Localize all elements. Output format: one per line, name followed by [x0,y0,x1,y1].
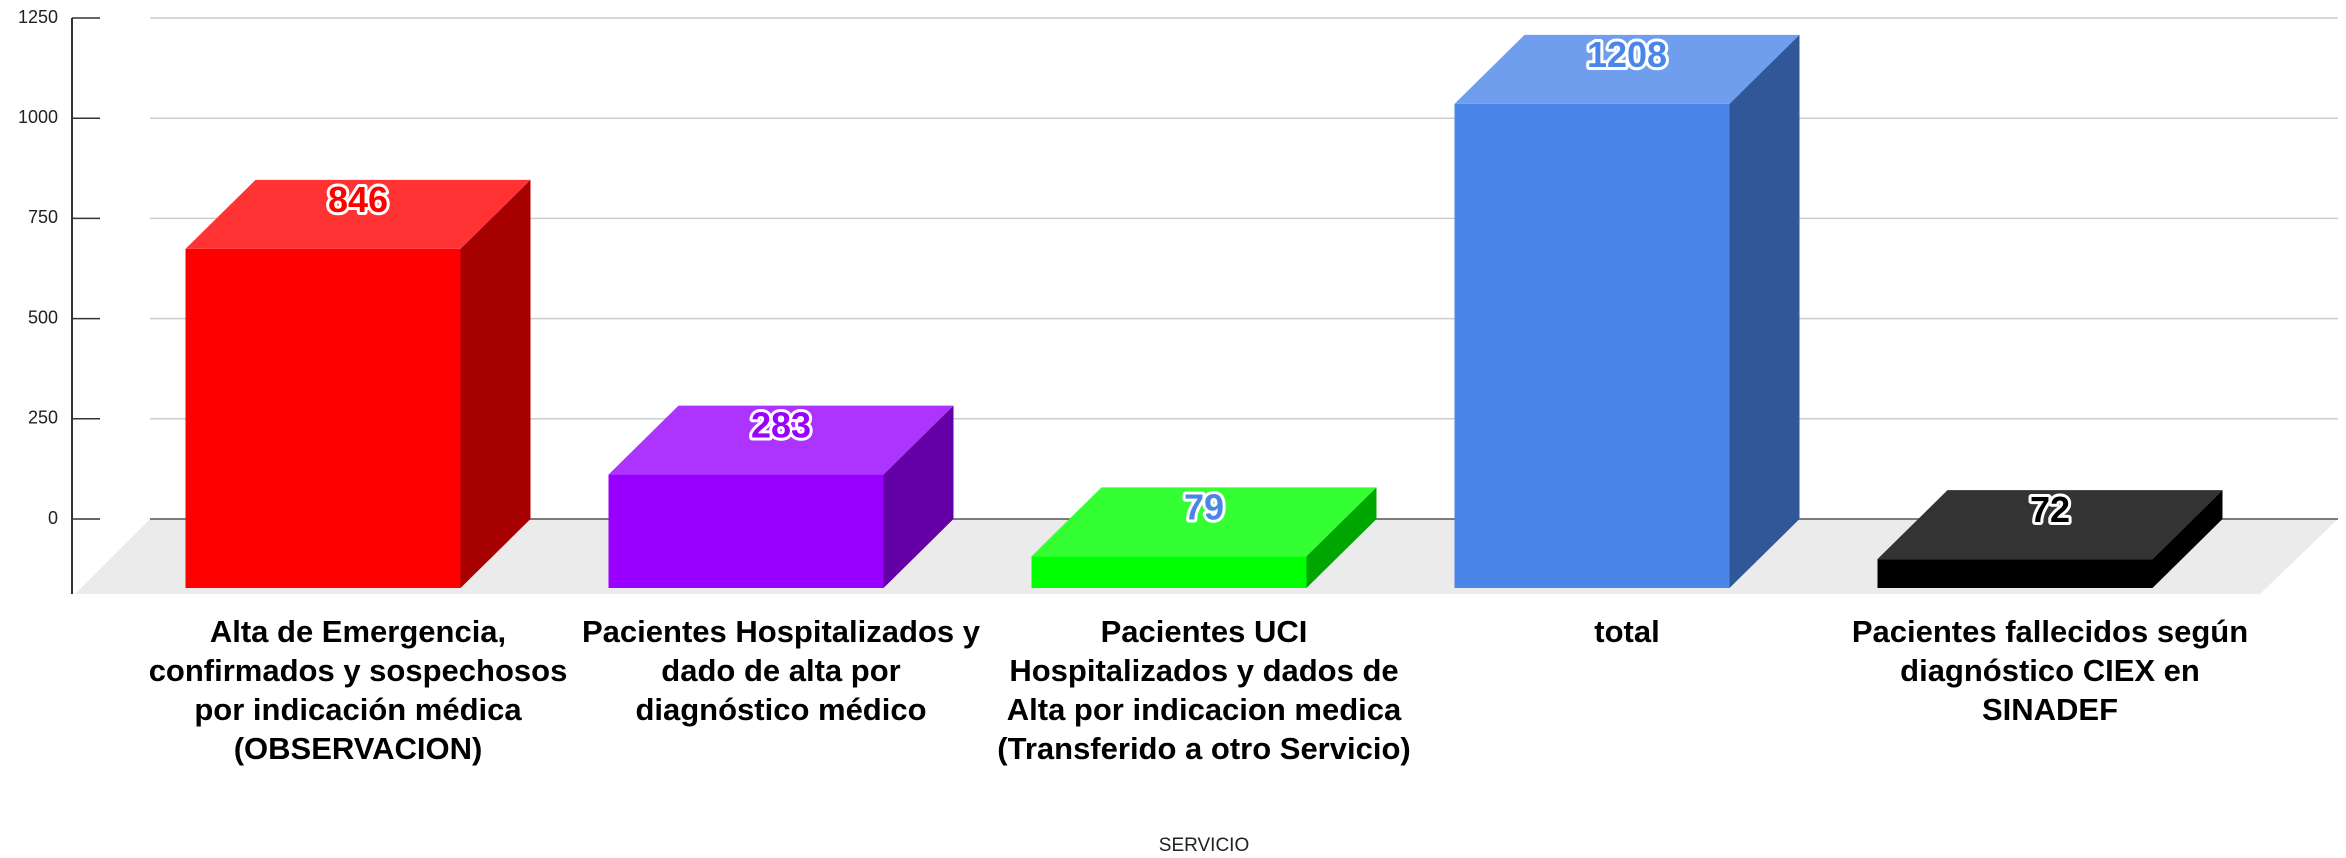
y-tick-label: 250 [28,408,58,428]
bar-front [608,474,884,588]
bar-top [1031,487,1377,557]
bar [1877,490,2223,588]
bar-front [1031,556,1307,588]
bar [185,179,531,588]
bar [1454,34,1800,588]
bar-top [1877,490,2223,560]
bar-front [1877,559,2153,588]
y-tick-label: 500 [28,307,58,327]
bar-front [1454,103,1730,588]
value-label: 72 [2030,489,2070,530]
value-label: 1208 [1587,34,1667,75]
x-tick-label: Pacientes fallecidos según diagnóstico C… [1851,614,2249,727]
bar-side [1729,34,1800,588]
y-tick-label: 1000 [18,107,58,127]
x-tick-label: Pacientes Hospitalizados y dado de alta … [582,614,980,727]
x-tick-label: Pacientes UCI Hospitalizados y dados de … [997,614,1411,766]
y-tick-label: 0 [48,508,58,528]
bar-top [185,179,531,249]
bar-side [1306,487,1377,588]
y-tick-label: 1250 [18,7,58,27]
bar [608,405,954,588]
value-label: 79 [1184,486,1224,527]
x-tick-label: total [1594,614,1660,649]
bar-top [1454,34,1800,104]
y-tick-label: 750 [28,207,58,227]
x-axis-title: SERVICIO [1159,835,1249,856]
value-label: 283 [751,405,811,446]
bar [1031,487,1377,588]
bar-side [883,405,954,588]
bar-side [460,179,531,588]
bar-top [608,405,954,475]
value-label: 846 [328,179,388,220]
bar-front [185,248,461,588]
bar-side [2152,490,2223,588]
x-tick-label: Alta de Emergencia, confirmados y sospec… [148,614,568,766]
